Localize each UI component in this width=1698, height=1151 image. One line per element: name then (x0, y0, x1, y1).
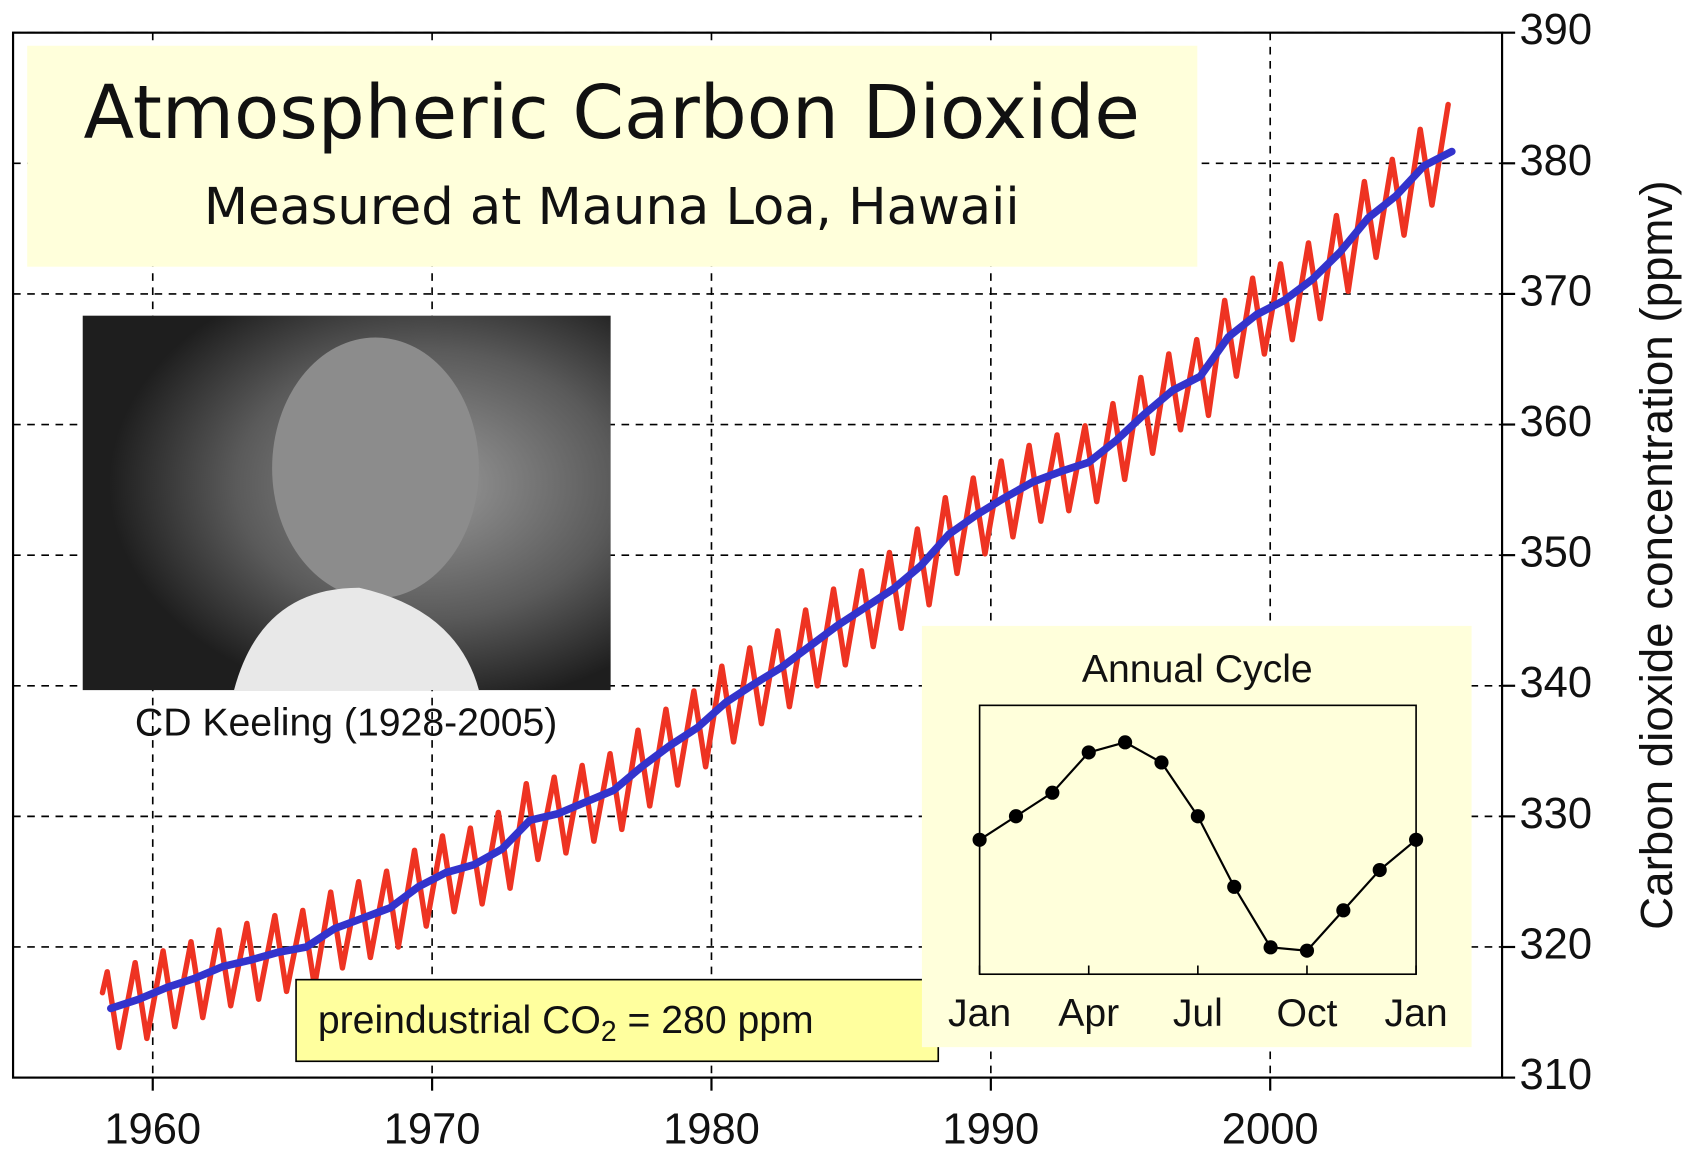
inset-point (1409, 833, 1423, 847)
inset-point (1154, 755, 1168, 769)
inset-point (1082, 745, 1096, 759)
inset-point (1191, 809, 1205, 823)
inset-point (1336, 903, 1350, 917)
y-tick-label: 330 (1519, 790, 1592, 838)
chart-subtitle: Measured at Mauna Loa, Hawaii (204, 178, 1020, 237)
annotation-suffix: = 280 ppm (617, 1000, 814, 1043)
annotation: preindustrial CO2 = 280 ppm (318, 1000, 814, 1048)
inset-point (1118, 735, 1132, 749)
inset-point (1227, 880, 1241, 894)
x-tick-label: 1980 (663, 1106, 760, 1151)
chart: 310 320 330 340 350 360 370 380 390 1960 1970 1980 1… (0, 0, 1698, 1151)
y-tick-label: 340 (1519, 659, 1592, 707)
photo (83, 316, 611, 690)
y-tick-label: 350 (1519, 529, 1592, 577)
inset-point (1264, 940, 1278, 954)
y-tick-label: 360 (1519, 398, 1592, 446)
x-tick-label: 1960 (104, 1106, 201, 1151)
annotation-text: preindustrial CO (318, 1000, 601, 1043)
inset-x-tick-label: Jul (1173, 992, 1223, 1035)
y-axis-label: Carbon dioxide concentration (ppmv) (1631, 180, 1682, 929)
y-tick-label: 390 (1519, 6, 1592, 54)
inset-x-tick-label: Jan (1385, 992, 1448, 1035)
inset-point (1009, 809, 1023, 823)
chart-title: Atmospheric Carbon Dioxide (84, 70, 1140, 156)
page: 310 320 330 340 350 360 370 380 390 1960 1970 1980 1… (0, 0, 1698, 1151)
inset-point (1045, 786, 1059, 800)
inset-chart: Annual Cycle Jan Apr Jul Oct Jan (922, 626, 1472, 1047)
x-tick-label: 1990 (942, 1106, 1039, 1151)
inset-title: Annual Cycle (1082, 648, 1313, 691)
x-tick-label: 2000 (1222, 1106, 1319, 1151)
photo-caption: CD Keeling (1928-2005) (135, 701, 557, 744)
y-tick-label: 380 (1519, 137, 1592, 185)
inset-x-tick-label: Jan (948, 992, 1011, 1035)
y-tick-label: 310 (1519, 1051, 1592, 1099)
inset-point (1373, 863, 1387, 877)
x-tick-label: 1970 (384, 1106, 481, 1151)
y-tick-label: 370 (1519, 267, 1592, 315)
inset-x-tick-label: Apr (1058, 992, 1119, 1035)
photo-portrait (272, 337, 479, 598)
inset-point (973, 833, 987, 847)
inset-x-tick-label: Oct (1276, 992, 1337, 1035)
annotation-subscript: 2 (601, 1016, 617, 1048)
y-tick-label: 320 (1519, 920, 1592, 968)
inset-point (1300, 944, 1314, 958)
